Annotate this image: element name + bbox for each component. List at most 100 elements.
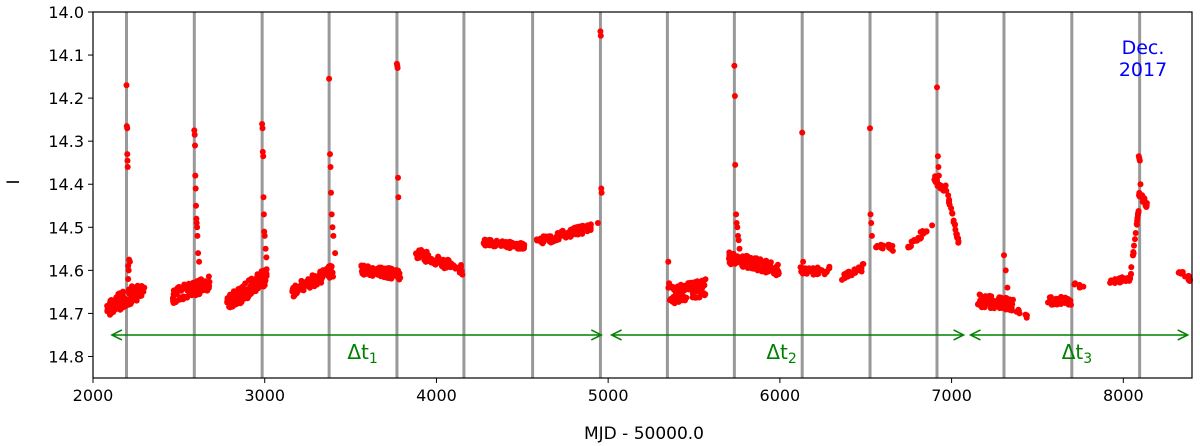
data-point xyxy=(1002,267,1009,274)
x-tick-label: 2000 xyxy=(73,386,114,405)
data-point xyxy=(291,292,298,299)
data-point xyxy=(689,279,696,286)
data-point xyxy=(1137,181,1144,188)
arrow-head-left xyxy=(110,329,123,341)
data-point xyxy=(439,263,445,270)
x-ticks-group: 2000 3000 4000 5000 6000 7000 8000 xyxy=(73,378,1144,405)
data-point xyxy=(445,257,452,264)
data-point xyxy=(934,153,941,160)
data-point xyxy=(801,269,807,276)
data-point xyxy=(327,151,333,158)
data-point xyxy=(598,189,605,196)
data-point xyxy=(994,300,1001,307)
data-point xyxy=(867,125,873,132)
data-point xyxy=(244,290,251,297)
data-point xyxy=(396,274,402,281)
data-point xyxy=(681,286,688,293)
data-point xyxy=(797,264,804,271)
data-point xyxy=(426,257,433,264)
data-point xyxy=(844,270,851,277)
data-point xyxy=(1118,277,1125,284)
data-point xyxy=(851,266,858,273)
data-point xyxy=(301,283,308,290)
data-point xyxy=(950,217,957,224)
data-point xyxy=(192,292,199,299)
arrow-head-right xyxy=(1177,329,1190,341)
data-point xyxy=(260,194,267,201)
data-point xyxy=(259,125,266,132)
data-point xyxy=(983,296,990,303)
data-point xyxy=(244,295,251,302)
data-point xyxy=(919,228,926,234)
data-point xyxy=(261,232,268,239)
data-point xyxy=(193,278,200,285)
data-point xyxy=(1062,296,1069,303)
data-point xyxy=(1071,281,1078,288)
data-point xyxy=(1136,157,1143,164)
data-point xyxy=(1004,284,1011,291)
data-point xyxy=(733,211,740,218)
data-point xyxy=(192,142,198,149)
data-point xyxy=(989,303,996,310)
data-point xyxy=(917,235,924,242)
data-point xyxy=(327,164,334,170)
data-point xyxy=(358,262,365,269)
data-point xyxy=(262,245,269,252)
arrow-head-right xyxy=(953,329,966,341)
data-point xyxy=(203,280,210,287)
data-point xyxy=(774,261,781,268)
data-point xyxy=(594,220,601,226)
data-point xyxy=(597,28,604,35)
data-point xyxy=(949,210,956,217)
data-point xyxy=(731,93,738,99)
data-point xyxy=(1139,192,1146,199)
data-point xyxy=(744,259,751,266)
data-point xyxy=(1134,215,1141,221)
data-point xyxy=(178,294,185,301)
data-point xyxy=(943,187,950,194)
data-point xyxy=(666,280,673,287)
data-point xyxy=(692,284,699,291)
x-tick-label: 3000 xyxy=(244,386,285,405)
data-point xyxy=(1112,276,1119,283)
data-point xyxy=(260,211,267,218)
data-point xyxy=(977,301,984,308)
data-point xyxy=(329,224,336,231)
data-point xyxy=(123,82,130,89)
data-point xyxy=(597,32,604,39)
data-point xyxy=(196,258,203,265)
data-point xyxy=(193,220,200,226)
data-point xyxy=(749,257,756,263)
y-tick-label: 14.0 xyxy=(48,3,84,22)
data-point xyxy=(192,185,199,192)
y-axis-label: I xyxy=(4,179,24,184)
data-point xyxy=(665,258,672,265)
data-point xyxy=(598,185,605,192)
data-point xyxy=(325,273,332,279)
data-point xyxy=(224,298,231,305)
data-point xyxy=(395,194,402,201)
data-point xyxy=(179,286,186,292)
data-point xyxy=(1185,272,1192,279)
data-point xyxy=(946,201,953,208)
data-point xyxy=(977,292,984,299)
data-point xyxy=(246,277,253,283)
data-point xyxy=(1124,275,1131,282)
vertical-lines-group xyxy=(124,12,1142,378)
data-point xyxy=(328,189,334,196)
data-point xyxy=(263,254,270,261)
data-point xyxy=(493,242,499,249)
data-point xyxy=(1023,312,1030,319)
data-point xyxy=(114,300,121,307)
data-point xyxy=(260,153,267,160)
data-point xyxy=(125,276,132,282)
data-point xyxy=(1132,236,1138,243)
data-point xyxy=(1186,278,1193,284)
data-point xyxy=(731,62,738,69)
data-point xyxy=(289,286,296,293)
annotations-group: Δt1 Δt2 Δt3 xyxy=(110,329,1190,367)
data-point xyxy=(726,254,733,261)
data-point xyxy=(1131,242,1137,249)
data-point xyxy=(534,237,540,244)
